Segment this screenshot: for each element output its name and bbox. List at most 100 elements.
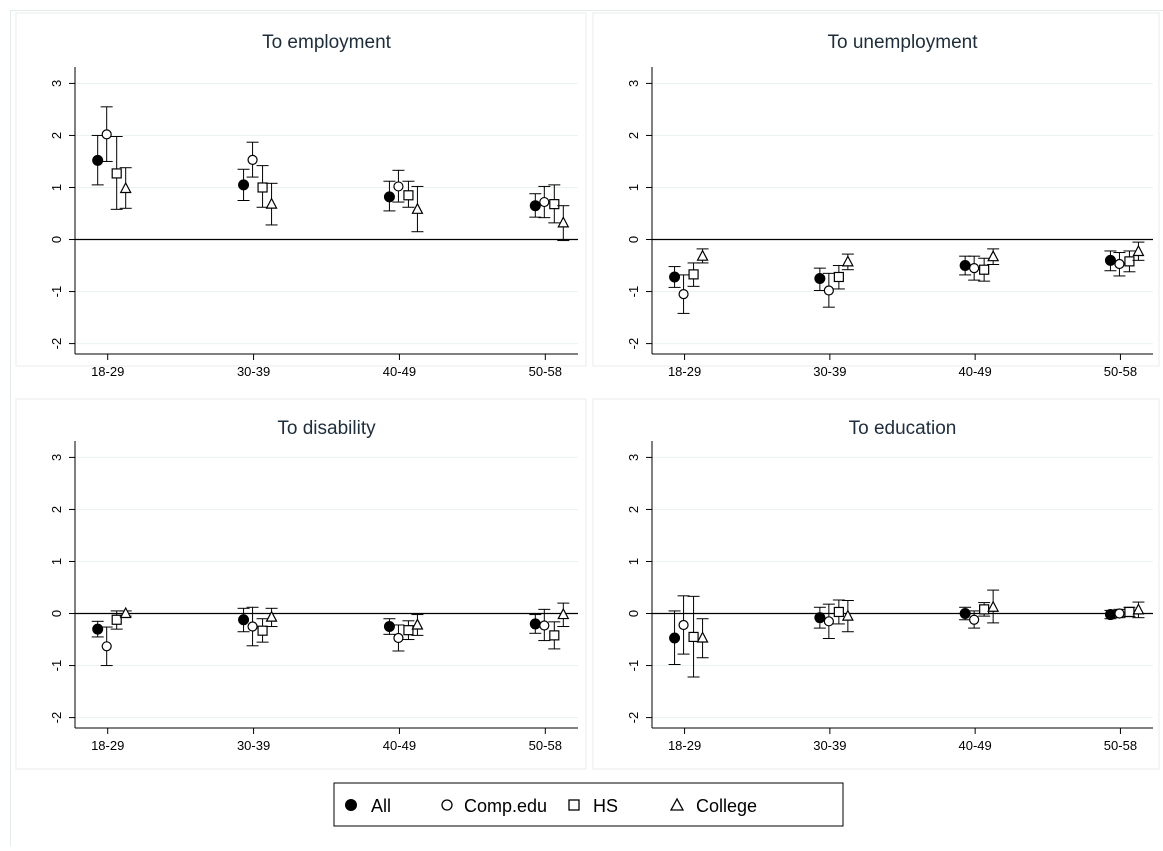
point-college xyxy=(265,610,278,622)
point-hs xyxy=(1124,256,1135,267)
point-comp-edu xyxy=(1114,608,1125,619)
y-tick-label: -1 xyxy=(626,286,641,298)
y-tick-label: 1 xyxy=(49,184,64,191)
point-hs xyxy=(833,606,844,618)
legend-label: Comp.edu xyxy=(464,796,547,816)
x-tick-label: 18-29 xyxy=(668,364,701,379)
point-college xyxy=(987,600,1000,612)
y-tick-label: 3 xyxy=(49,454,64,461)
point-college xyxy=(557,216,570,228)
x-tick-label: 30-39 xyxy=(813,364,846,379)
point-all xyxy=(383,191,395,203)
point-comp-edu xyxy=(247,154,258,166)
point-hs xyxy=(688,269,699,280)
point-hs xyxy=(111,614,122,625)
legend-label: HS xyxy=(593,796,618,816)
point-all xyxy=(529,618,541,630)
point-comp-edu xyxy=(247,621,258,632)
x-tick-label: 50-58 xyxy=(529,364,562,379)
x-tick-label: 18-29 xyxy=(91,364,124,379)
y-tick-label: 0 xyxy=(49,236,64,243)
y-tick-label: 0 xyxy=(49,610,64,617)
panel-background xyxy=(592,12,1160,367)
point-all xyxy=(669,632,681,644)
y-tick-label: 0 xyxy=(626,610,641,617)
point-comp-edu xyxy=(539,620,550,631)
y-tick-label: 1 xyxy=(626,558,641,565)
point-hs xyxy=(403,190,414,201)
y-tick-label: -2 xyxy=(49,712,64,724)
point-comp-edu xyxy=(539,196,550,208)
point-hs xyxy=(549,630,560,641)
point-all xyxy=(238,614,250,626)
point-all xyxy=(814,273,826,285)
point-college xyxy=(411,202,424,214)
panel-background xyxy=(15,398,587,770)
chart-figure: To employment 3 2 1 0 -1 -2 18-29 30-39 40-49 50-5… xyxy=(15,12,1160,827)
point-college xyxy=(841,255,854,267)
point-college xyxy=(265,197,278,209)
y-tick-label: 0 xyxy=(626,236,641,243)
legend-label: All xyxy=(371,796,391,816)
point-comp-edu xyxy=(969,614,980,625)
point-hs xyxy=(979,604,990,615)
point-hs xyxy=(1124,606,1135,618)
point-college xyxy=(696,631,709,643)
panel-title: To disability xyxy=(277,418,376,439)
x-tick-label: 50-58 xyxy=(1104,738,1137,753)
point-all xyxy=(383,621,395,633)
point-comp-edu xyxy=(101,129,112,140)
point-all xyxy=(92,623,104,635)
point-comp-edu xyxy=(678,289,689,300)
point-comp-edu xyxy=(678,619,689,631)
point-college xyxy=(1132,603,1145,615)
panel-4: To education 3 2 1 0 -1 -2 18-29 30-39 40-49 50-58 xyxy=(592,398,1160,770)
y-tick-label: 1 xyxy=(626,184,641,191)
point-all xyxy=(1104,254,1116,266)
point-comp-edu xyxy=(823,285,834,296)
legend-marker-all xyxy=(345,799,357,811)
point-all xyxy=(959,608,971,620)
panel-2: To unemployment 3 2 1 0 -1 -2 18-29 30-39 40-49 50… xyxy=(592,12,1160,379)
point-college xyxy=(119,181,132,194)
x-tick-label: 40-49 xyxy=(383,738,416,753)
panel-title: To education xyxy=(849,418,957,439)
x-tick-label: 40-49 xyxy=(959,738,992,753)
point-all xyxy=(669,271,681,283)
point-hs xyxy=(111,168,122,179)
legend-marker-college xyxy=(669,797,685,811)
point-hs xyxy=(549,199,560,210)
y-tick-label: 2 xyxy=(49,132,64,139)
point-hs xyxy=(257,182,268,193)
y-tick-label: -1 xyxy=(626,660,641,672)
x-tick-label: 30-39 xyxy=(237,738,270,753)
y-tick-label: -1 xyxy=(49,660,64,672)
point-college xyxy=(696,249,709,261)
point-college xyxy=(119,606,132,619)
x-tick-label: 18-29 xyxy=(668,738,701,753)
x-tick-label: 30-39 xyxy=(237,364,270,379)
figure: To employment 3 2 1 0 -1 -2 18-29 30-39 40-49 50-5… xyxy=(10,10,1163,846)
point-comp-edu xyxy=(969,263,980,274)
y-tick-label: -2 xyxy=(626,338,641,350)
y-tick-label: 2 xyxy=(626,506,641,513)
point-all xyxy=(529,200,541,212)
point-college xyxy=(1132,244,1145,257)
point-hs xyxy=(688,631,699,643)
point-hs xyxy=(979,264,990,275)
panel-title: To employment xyxy=(262,32,392,53)
legend: All Comp.edu HS College xyxy=(333,782,844,827)
point-hs xyxy=(403,625,414,636)
point-comp-edu xyxy=(393,632,404,644)
point-comp-edu xyxy=(823,616,834,627)
point-college xyxy=(987,249,1000,262)
panel-background xyxy=(592,398,1160,770)
point-comp-edu xyxy=(101,641,112,652)
legend-label: College xyxy=(696,796,757,816)
point-comp-edu xyxy=(1114,258,1125,270)
y-tick-label: 3 xyxy=(49,80,64,87)
legend-box xyxy=(333,782,844,827)
y-tick-label: -1 xyxy=(49,286,64,298)
point-all xyxy=(814,612,826,624)
y-tick-label: 2 xyxy=(49,506,64,513)
